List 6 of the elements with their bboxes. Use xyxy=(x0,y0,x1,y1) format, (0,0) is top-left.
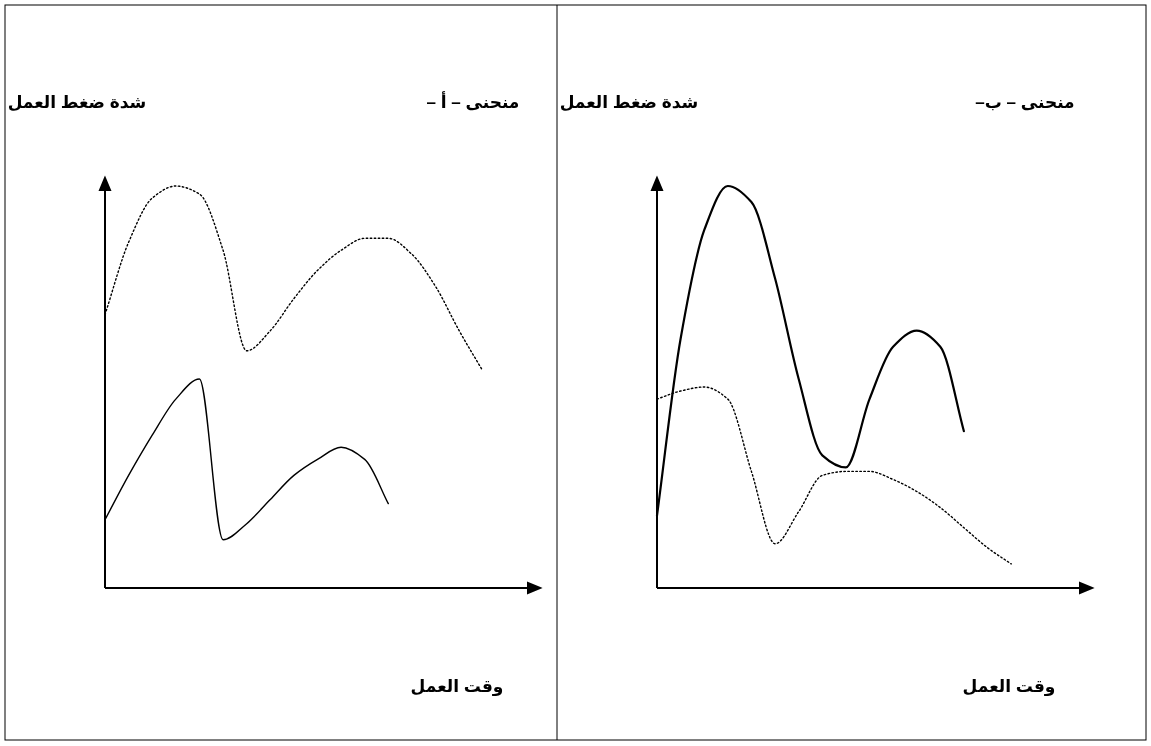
chart-title: منحنى – ب– xyxy=(975,93,1075,112)
x-axis-title: وقت العمل xyxy=(410,677,504,697)
y-axis-title: شدة ضغط العمل xyxy=(7,93,147,112)
y-axis-title: شدة ضغط العمل xyxy=(559,93,699,112)
chart-title: منحنى – أ – xyxy=(426,91,520,112)
x-axis-title: وقت العمل xyxy=(962,677,1056,697)
